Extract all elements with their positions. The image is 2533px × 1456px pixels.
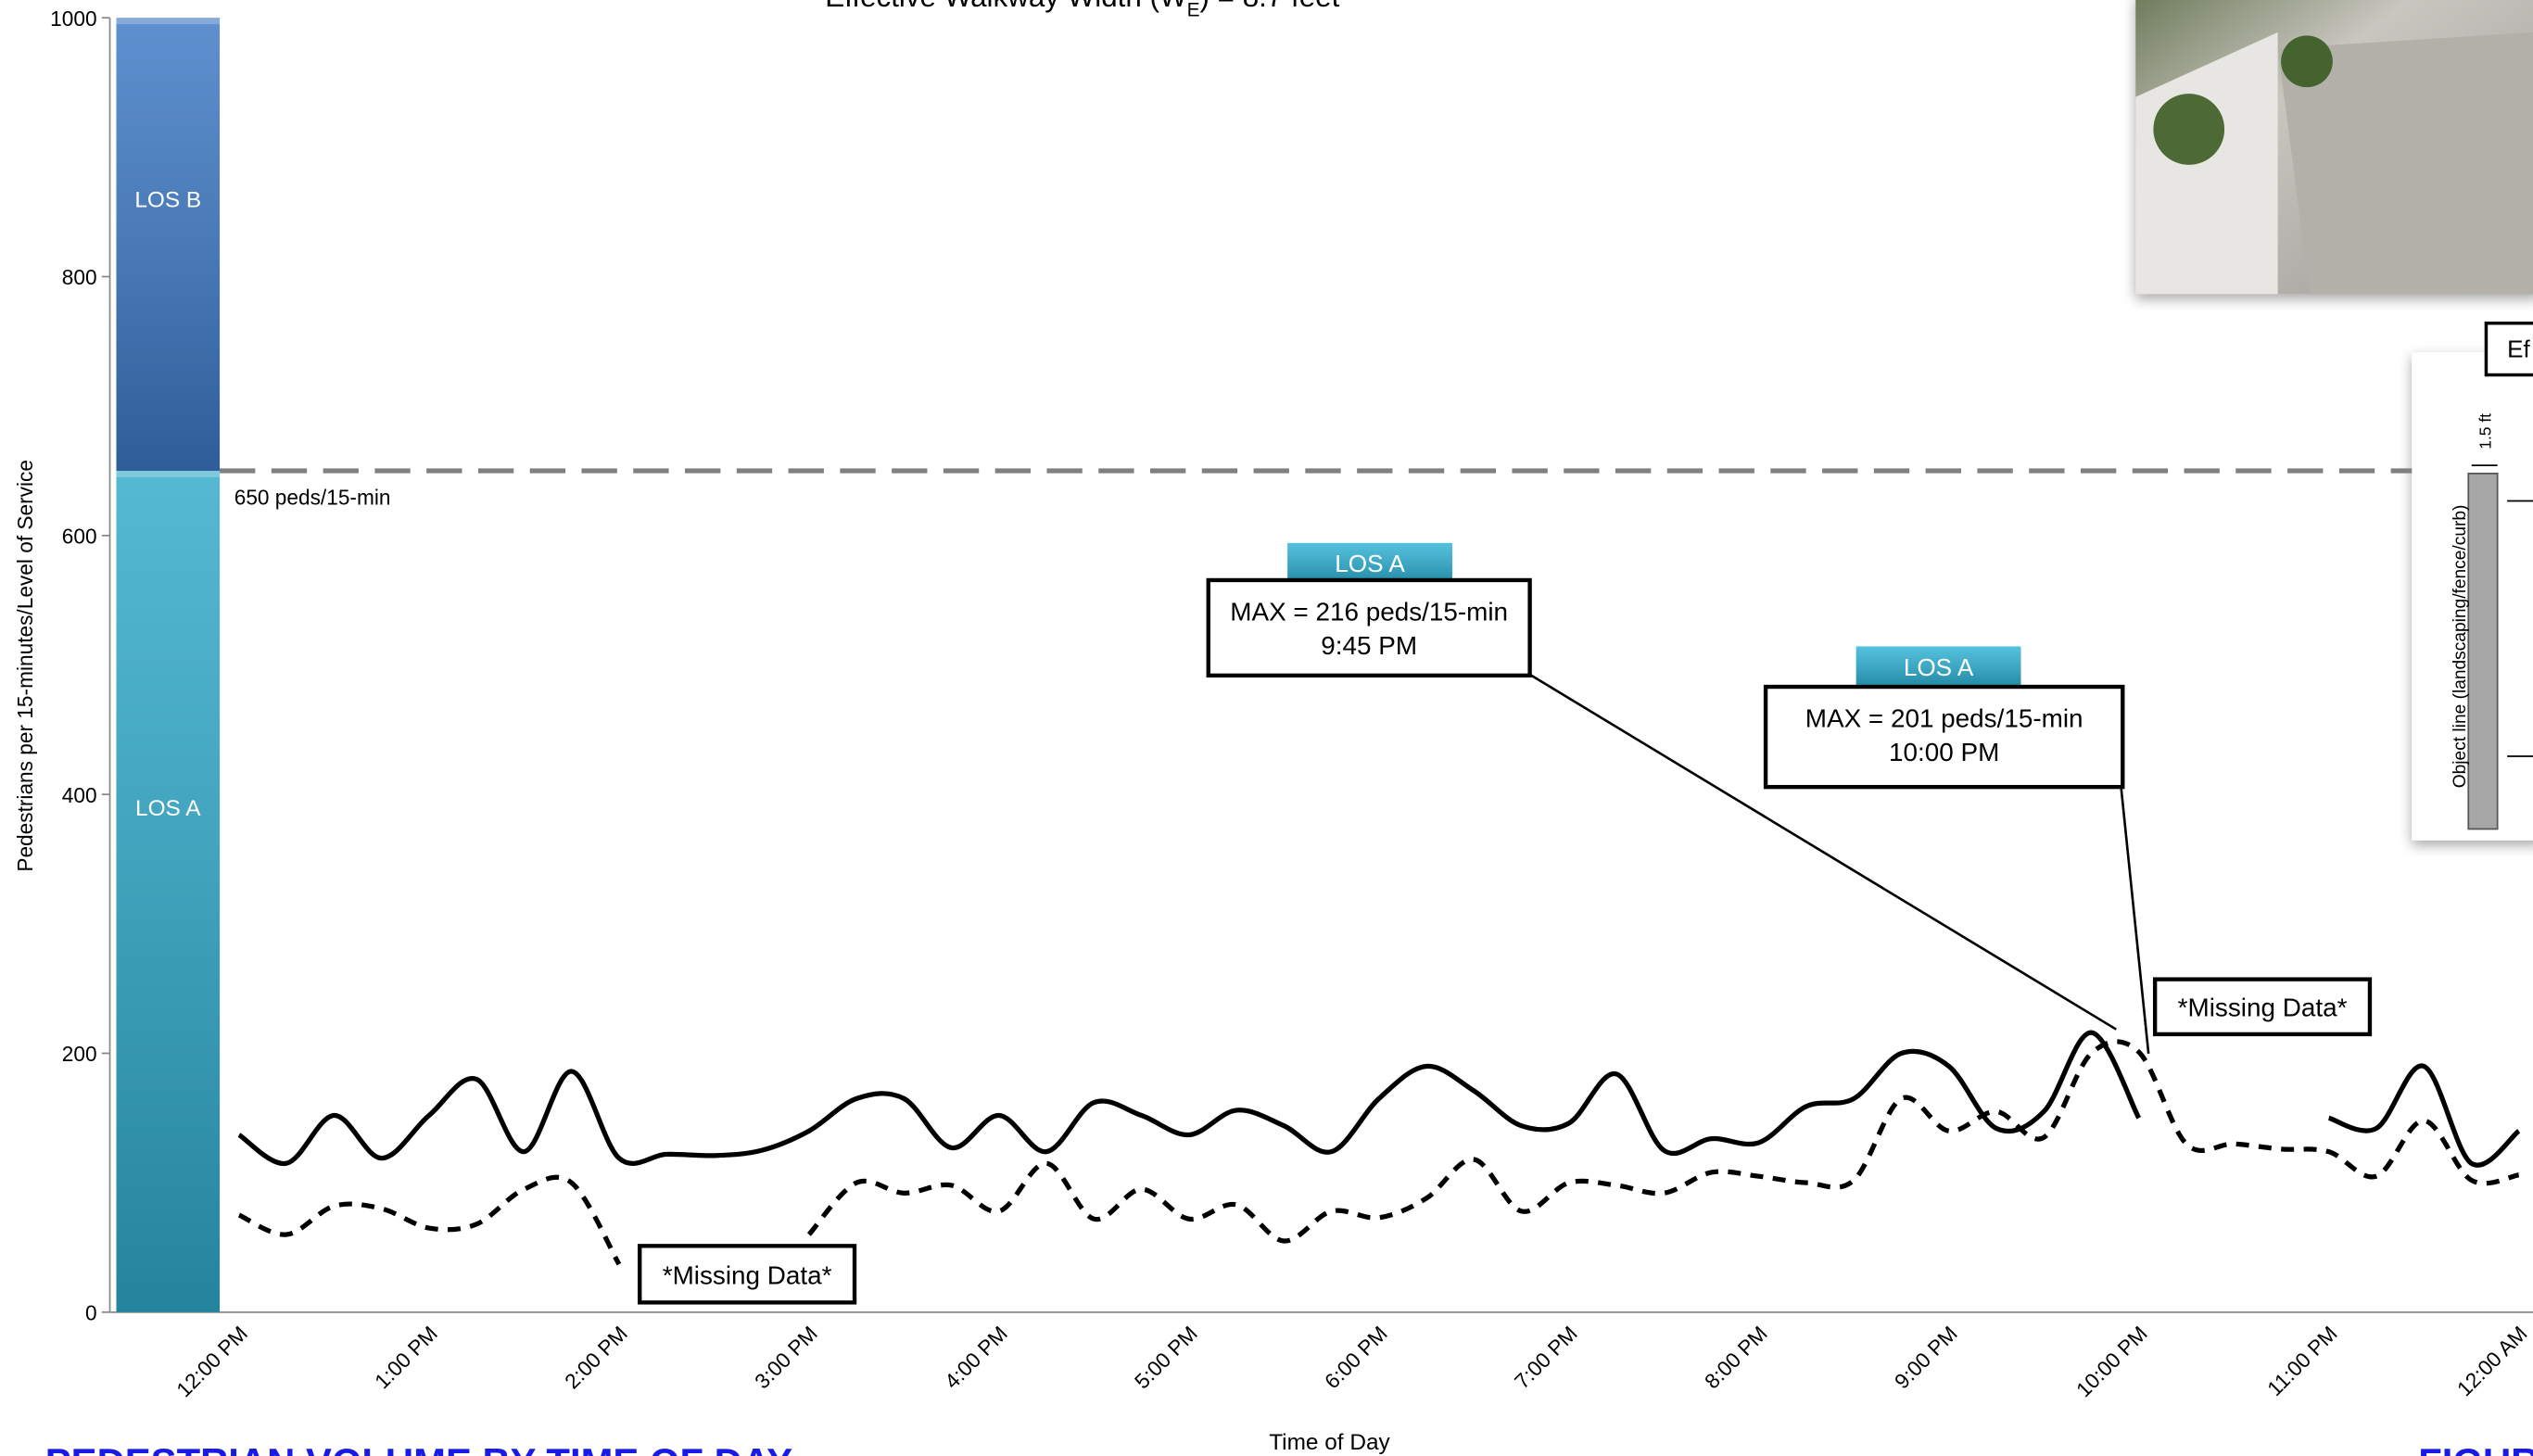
photo-shrub [2281, 35, 2333, 88]
photo-shrub [2153, 94, 2225, 165]
x-axis-title: Time of Day [1269, 1430, 1390, 1455]
x-tick-label: 7:00 PM [1510, 1321, 1582, 1393]
y-tick-label: 800 [62, 265, 97, 289]
missing-data-label: *Missing Data* [2178, 994, 2348, 1022]
data-line [237, 1174, 622, 1266]
missing-data-label: *Missing Data* [663, 1260, 832, 1289]
photo-sidewalk [2277, 32, 2533, 295]
x-tick-label: 4:00 PM [940, 1321, 1012, 1393]
x-tick-label: 8:00 PM [1700, 1321, 1772, 1393]
photo-wall [2135, 32, 2278, 295]
object-line-bar [2467, 473, 2499, 830]
chart-title: Effective Walkway Width (WE) = 8.7 feet [825, 0, 1339, 20]
threshold-label: 650 peds/15-min [234, 486, 391, 510]
annotation-text: 9:45 PM [1321, 631, 1417, 660]
x-tick-label: 12:00 PM [171, 1321, 252, 1401]
annotation-text: MAX = 216 peds/15-min [1230, 598, 1508, 627]
x-tick-label: 9:00 PM [1890, 1321, 1962, 1393]
footer-heading: PEDESTRIAN VOLUME BY TIME OF DAY [45, 1440, 792, 1456]
los-band-cap [116, 18, 221, 25]
data-line [806, 1039, 2520, 1244]
missing-data-box [638, 1244, 857, 1305]
inset-label-box [2484, 321, 2533, 377]
y-tick-label: 600 [62, 525, 97, 549]
y-tick-label: 1000 [50, 6, 96, 31]
y-tick-label: 0 [85, 1301, 97, 1325]
x-tick-label: 6:00 PM [1320, 1321, 1392, 1393]
y-tick-label: 400 [62, 783, 97, 807]
x-tick-label: 1:00 PM [370, 1321, 442, 1393]
figure-number: FIGUR [2418, 1440, 2533, 1456]
x-tick-label: 12:00 AM [2452, 1321, 2532, 1400]
los-badge-shade [1855, 646, 2021, 686]
annotation-box [1206, 577, 1532, 678]
annotation-box [1763, 684, 2125, 790]
los-band-shade [116, 471, 221, 1312]
inset-label: Ef [2507, 335, 2530, 362]
x-tick-label: 2:00 PM [560, 1321, 632, 1393]
data-line [2327, 1063, 2521, 1168]
title-text: ) = 8.7 feet [1200, 0, 1340, 13]
dimension-label: 1.5 ft [2476, 413, 2495, 449]
y-tick-label: 200 [62, 1042, 97, 1066]
title-subscript: E [1187, 0, 1200, 20]
los-band-cap [116, 471, 221, 477]
x-tick-label: 5:00 PM [1130, 1321, 1202, 1393]
missing-data-box [2152, 977, 2373, 1037]
los-band-label: LOS B [134, 187, 201, 212]
los-badge-label: LOS A [1335, 550, 1405, 577]
leader-line [2120, 787, 2150, 1054]
title-text: Effective Walkway Width (W [825, 0, 1187, 13]
los-badge-shade [1287, 542, 1452, 582]
leader-line [1530, 674, 2117, 1031]
x-tick-label: 11:00 PM [2262, 1321, 2342, 1400]
annotation-text: MAX = 201 peds/15-min [1805, 704, 2083, 733]
object-line-label: Object line (landscaping/fence/curb) [2451, 505, 2470, 789]
los-band-shade [116, 18, 221, 472]
los-band-label: LOS A [135, 796, 201, 821]
data-line [237, 1030, 2142, 1166]
los-badge-label: LOS A [1904, 653, 1974, 681]
x-tick-label: 10:00 PM [2071, 1321, 2152, 1401]
annotation-text: 10:00 PM [1889, 738, 1999, 766]
y-axis-title: Pedestrians per 15-minutes/Level of Serv… [13, 460, 37, 872]
x-tick-label: 3:00 PM [750, 1321, 822, 1393]
